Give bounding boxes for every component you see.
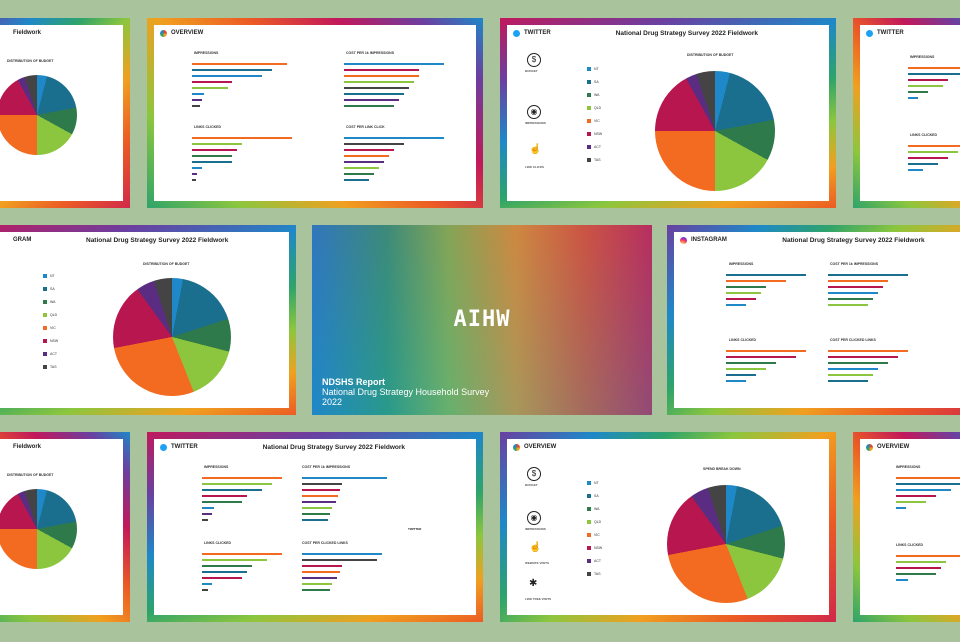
overview-logo-icon — [513, 443, 520, 451]
twitter-logo-icon — [866, 29, 873, 37]
card-partial-fieldwork-top-left: Fieldwork DISTRIBUTION OF BUDGET — [0, 18, 130, 208]
card-title: OVERVIEW — [171, 30, 204, 36]
cost-per-link-label: COST PER LINK CLICK — [346, 125, 385, 129]
link-clicks-label: LINK CLICKS — [525, 165, 544, 169]
card-label: TWITTER — [524, 30, 551, 36]
eye-icon: ◉ — [527, 511, 541, 525]
cost-clicked-bars — [820, 350, 910, 386]
cost-per-1k-label: COST PER 1k IMPRESSIONS — [830, 262, 879, 266]
eye-icon: ◉ — [527, 105, 541, 119]
cost-per-1k-label: COST PER 1k IMPRESSIONS — [302, 465, 351, 469]
impressions-bars — [194, 477, 284, 525]
twitter-logo-icon — [513, 29, 520, 37]
card-title: National Drug Strategy Survey 2022 Field… — [782, 236, 925, 244]
links-bars — [194, 553, 284, 595]
card-label: TWITTER — [877, 30, 904, 36]
impressions-small-label: IMPRESSIONS — [525, 527, 546, 531]
impressions-label: IMPRESSIONS — [204, 465, 229, 469]
twitter-summary-label: TWITTER — [408, 527, 422, 531]
card-title: Fieldwork — [13, 444, 42, 450]
distribution-label: DISTRIBUTION OF BUDGET — [687, 53, 734, 57]
spend-breakdown-label: SPEND BREAK DOWN — [703, 467, 741, 471]
cost-bars — [294, 477, 387, 525]
cost-clicked-bars — [294, 553, 384, 595]
card-twitter-bottom: TWITTER National Drug Strategy Survey 202… — [147, 432, 483, 622]
overview-logo-icon — [866, 443, 873, 451]
impressions-label: IMPRESSIONS — [194, 51, 219, 55]
impressions-label: IMPRESSIONS — [896, 465, 921, 469]
card-twitter-top: TWITTER National Drug Strategy Survey 202… — [500, 18, 836, 208]
budget-pie — [0, 489, 77, 569]
card-label: INSTAGRAM — [691, 237, 727, 243]
instagram-logo-icon — [680, 236, 687, 244]
impressions-bars — [718, 274, 808, 310]
budget-pie — [0, 75, 77, 155]
dollar-icon: $ — [527, 53, 541, 67]
card-instagram: INSTAGRAM National Drug Strategy Survey 2… — [667, 225, 960, 415]
impressions-bars — [900, 67, 960, 103]
card-title: Fieldwork — [13, 30, 42, 36]
card-label: TWITTER — [171, 444, 198, 450]
card-title: National Drug Strategy Survey 2022 Field… — [86, 236, 229, 244]
impressions-bars — [888, 477, 960, 513]
links-bars — [888, 555, 960, 585]
links-clicked-label: LINKS CLICKED — [896, 543, 924, 547]
cursor-icon: ☝ — [529, 542, 542, 553]
budget-pie — [655, 71, 775, 191]
links-bars — [900, 145, 960, 175]
cursor-icon: ☝ — [529, 144, 542, 155]
spend-pie — [667, 485, 785, 603]
card-title: National Drug Strategy Survey 2022 Field… — [262, 443, 405, 451]
region-legend: NT SA WA QLD VIC NSW ACT TAS — [43, 274, 58, 378]
links-clicked-label: LINKS CLICKED — [729, 338, 757, 342]
cost-bars — [336, 63, 456, 111]
cost-bars — [820, 274, 910, 310]
impressions-bars — [184, 63, 304, 111]
cost-per-1k-label: COST PER 1k IMPRESSIONS — [346, 51, 395, 55]
budget-label: BUDGET — [525, 483, 538, 487]
region-legend: NT SA WA QLD VIC NSW ACT TAS — [587, 481, 602, 585]
region-legend: NT SA WA QLD VIC NSW ACT TAS — [587, 67, 602, 171]
links-clicked-label: LINKS CLICKED — [204, 541, 232, 545]
distribution-label: DISTRIBUTION OF BUDGET — [7, 473, 54, 477]
impressions-small-label: IMPRESSIONS — [525, 121, 546, 125]
links-bars — [184, 137, 304, 185]
website-visits-label: WEBSITE VISITS — [525, 561, 550, 565]
impressions-label: IMPRESSIONS — [729, 262, 754, 266]
card-title: OVERVIEW — [524, 444, 557, 450]
card-label: GRAM — [13, 237, 32, 243]
links-clicked-label: LINKS CLICKED — [910, 133, 938, 137]
card-fieldwork-partial-left: GRAM National Drug Strategy Survey 2022 F… — [0, 225, 296, 415]
distribution-label: DISTRIBUTION OF BUDGET — [143, 262, 190, 266]
card-overview-partial-right: OVERVIEW IMPRESSIONS LINKS CLICKED — [853, 432, 960, 622]
cost-link-bars — [336, 137, 456, 185]
links-clicked-label: LINKS CLICKED — [194, 125, 222, 129]
overview-logo-icon — [160, 29, 167, 37]
asterisk-icon: ✱ — [529, 578, 538, 589]
report-title: NDSHS Report National Drug Strategy Hous… — [322, 377, 490, 407]
distribution-label: DISTRIBUTION OF BUDGET — [7, 59, 54, 63]
budget-label: BUDGET — [525, 69, 538, 73]
cost-per-clicked-label: COST PER CLICKED LINKS — [302, 541, 348, 545]
links-bars — [718, 350, 808, 386]
card-twitter-partial-right: TWITTER IMPRESSIONS LINKS CLICKED — [853, 18, 960, 208]
aihw-logo: AIHW — [453, 307, 511, 332]
card-partial-fieldwork-bottom-left: Fieldwork DISTRIBUTION OF BUDGET — [0, 432, 130, 622]
card-overview-top: OVERVIEW IMPRESSIONS LINKS CLICKED COST … — [147, 18, 483, 208]
budget-pie — [113, 278, 231, 396]
twitter-logo-icon — [160, 443, 167, 451]
card-title: National Drug Strategy Survey 2022 Field… — [615, 29, 758, 37]
impressions-label: IMPRESSIONS — [910, 55, 935, 59]
dollar-icon: $ — [527, 467, 541, 481]
aihw-title-card: AIHW NDSHS Report National Drug Strategy… — [312, 225, 652, 415]
cost-per-clicked-label: COST PER CLICKED LINKS — [830, 338, 876, 342]
link-tree-visits-label: LINK TREE VISITS — [525, 597, 552, 601]
card-title: OVERVIEW — [877, 444, 910, 450]
card-overview-bottom: OVERVIEW $ BUDGET ◉ IMPRESSIONS ☝ WEBSIT… — [500, 432, 836, 622]
